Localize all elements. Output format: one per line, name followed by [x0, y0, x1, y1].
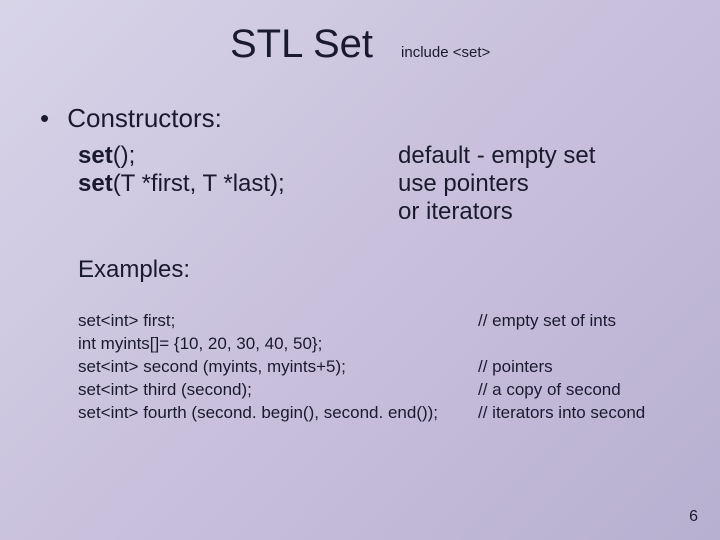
slide-subtitle: include <set> — [401, 44, 490, 61]
desc-2a: use pointers — [398, 170, 595, 198]
code-l5-left: set<int> fourth (second. begin(), second… — [78, 402, 478, 425]
examples-label: Examples: — [0, 226, 720, 284]
code-l1-left: set<int> first; — [78, 310, 478, 333]
code-l2-left: int myints[]= {10, 20, 30, 40, 50}; — [78, 333, 478, 356]
desc-2b: or iterators — [398, 198, 595, 226]
code-l4-left: set<int> third (second); — [78, 379, 478, 402]
constructor-list: set(); set(T *first, T *last); default -… — [0, 134, 720, 226]
sig-rest-1: (); — [113, 142, 136, 169]
code-block: set<int> first; // empty set of ints int… — [0, 284, 720, 425]
title-row: STL Set include <set> — [0, 0, 720, 67]
page-number: 6 — [689, 508, 698, 526]
bullet-dot: • — [40, 103, 60, 134]
slide-title: STL Set — [230, 22, 373, 67]
code-l5-right: // iterators into second — [478, 402, 645, 425]
constructor-descriptions: default - empty set use pointers or iter… — [398, 142, 595, 226]
code-l3-left: set<int> second (myints, myints+5); — [78, 356, 478, 379]
constructor-signatures: set(); set(T *first, T *last); — [78, 142, 398, 226]
code-l1-right: // empty set of ints — [478, 310, 616, 333]
code-l4-right: // a copy of second — [478, 379, 621, 402]
sig-rest-2: (T *first, T *last); — [113, 170, 285, 197]
bullet-label: Constructors: — [67, 103, 222, 133]
bullet-constructors: • Constructors: — [0, 67, 720, 134]
desc-1: default - empty set — [398, 142, 595, 170]
kw-set-1: set — [78, 142, 113, 169]
kw-set-2: set — [78, 170, 113, 197]
code-l3-right: // pointers — [478, 356, 553, 379]
